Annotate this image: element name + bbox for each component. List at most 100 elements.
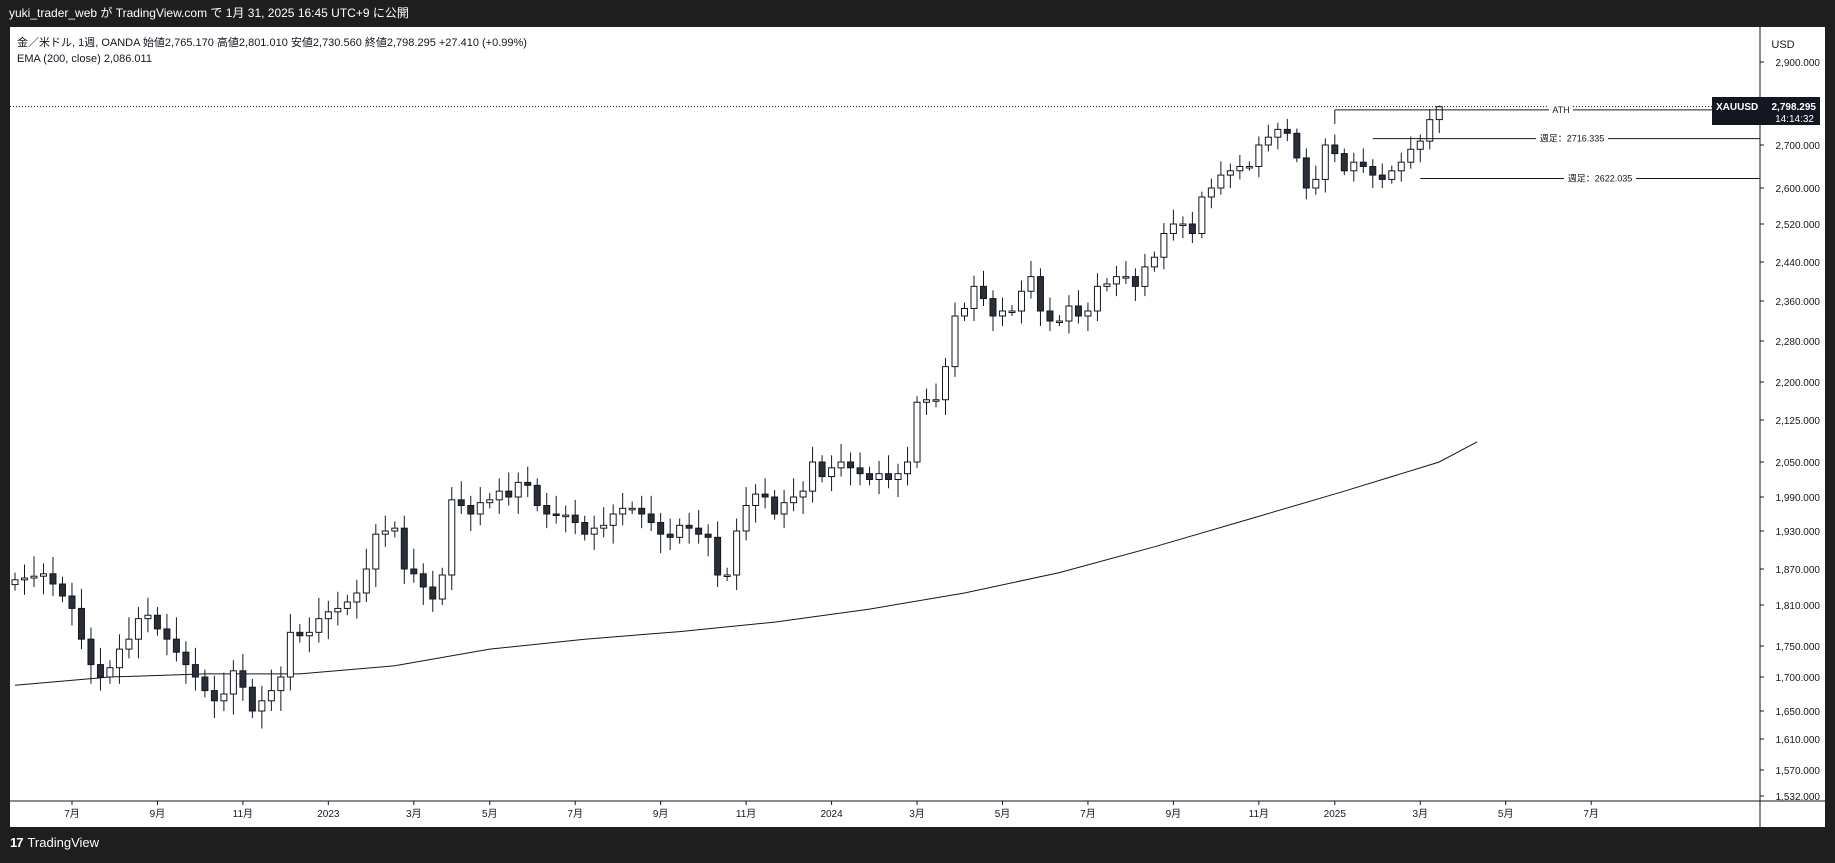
candle-body-down	[695, 527, 703, 535]
candle	[1255, 136, 1263, 178]
candle-body-up	[562, 514, 570, 518]
candle-body-up	[1255, 144, 1263, 167]
candle	[419, 563, 427, 605]
level-label-bg	[1536, 132, 1608, 145]
candle-body-down	[58, 583, 66, 597]
time-axis-label: 7月	[1080, 808, 1096, 820]
tradingview-logo-icon: 17	[10, 835, 24, 850]
candle	[1169, 209, 1177, 241]
candle-body-up	[277, 676, 285, 692]
candle	[1112, 265, 1120, 297]
candle	[410, 548, 418, 583]
candle	[619, 492, 627, 526]
price-axis: 1,532.000 1,570.000 1,610.000 1,650.000 1,70…	[1760, 58, 1820, 803]
candle-body-up	[220, 693, 228, 702]
candle-body-down	[638, 507, 646, 515]
candle	[1236, 154, 1244, 180]
candle	[1131, 268, 1139, 301]
candle	[20, 564, 28, 595]
time-axis-label: 2025	[1324, 809, 1347, 820]
candle-body-up	[258, 700, 266, 712]
candle-body-up	[1274, 128, 1282, 138]
candle	[761, 478, 769, 509]
candle	[866, 466, 874, 486]
candle-body-down	[163, 628, 171, 640]
time-axis-label: 5月	[482, 808, 498, 820]
candle-body-down	[989, 298, 997, 317]
time-axis-label: 7月	[1583, 808, 1599, 820]
candle	[115, 634, 123, 684]
candle-body-down	[1293, 132, 1301, 159]
candle-body-up	[11, 579, 19, 586]
candle-body-down	[979, 285, 987, 300]
ema-layer	[14, 441, 1478, 686]
candle-body-up	[609, 513, 617, 526]
candle-body-up	[514, 481, 522, 498]
candle-body-down	[1331, 144, 1339, 155]
candle	[106, 660, 114, 684]
candle-body-up	[1027, 276, 1035, 292]
time-axis-label: 9月	[653, 808, 669, 820]
candle-body-up	[1397, 161, 1405, 172]
candle-body-down	[657, 522, 665, 535]
candle-body-down	[49, 573, 57, 585]
candle	[229, 660, 237, 715]
candle-body-down	[761, 493, 769, 498]
candle	[1008, 305, 1016, 316]
candle-body-down	[543, 505, 551, 515]
ema-legend: EMA (200, close) 2,086.011	[17, 53, 152, 65]
price-axis-label: 2,360.000	[1776, 297, 1821, 308]
candle-body-up	[1198, 196, 1206, 234]
candle	[334, 591, 342, 626]
candle-body-up	[438, 574, 446, 600]
candle-body-down	[201, 676, 209, 692]
candle	[600, 507, 608, 538]
candle-body-down	[153, 614, 161, 630]
price-axis-label: 1,700.000	[1776, 673, 1821, 684]
candle-body-down	[210, 690, 218, 702]
candle	[286, 613, 294, 691]
candle-body-up	[600, 524, 608, 529]
candle-body-up	[733, 530, 741, 576]
candle	[1207, 178, 1215, 209]
candle	[628, 501, 636, 514]
candle-body-up	[305, 631, 313, 637]
candle-body-up	[1065, 305, 1073, 322]
candle	[514, 472, 522, 514]
candle-body-up	[1264, 136, 1272, 146]
candle-body-down	[505, 490, 513, 498]
candle-body-up	[334, 607, 342, 613]
candle	[1103, 278, 1111, 292]
candle-body-up	[1207, 187, 1215, 198]
tradingview-brand[interactable]: 17 TradingView	[10, 835, 99, 850]
candle	[856, 452, 864, 486]
price-tag-symbol: XAUUSD	[1716, 102, 1758, 113]
candle-body-up	[752, 493, 760, 507]
candle	[1264, 124, 1272, 152]
candle-body-up	[780, 502, 788, 515]
candle-body-down	[248, 686, 256, 712]
candle-body-up	[229, 670, 237, 695]
candle	[828, 455, 836, 492]
ohlc-legend: 金／米ドル, 1週, OANDA 始値2,765.170 高値2,801.010…	[17, 37, 527, 49]
candle	[780, 490, 788, 529]
candle-body-up	[1141, 266, 1149, 287]
candle	[1036, 268, 1044, 326]
candle	[998, 297, 1006, 326]
candle-body-up	[20, 577, 28, 581]
candle-body-up	[913, 401, 921, 463]
candle	[809, 446, 817, 503]
candle	[68, 582, 76, 626]
candle-body-up	[362, 568, 370, 594]
candle	[837, 444, 845, 477]
candle	[581, 515, 589, 541]
candle-body-down	[1188, 223, 1196, 234]
candle-body-up	[628, 507, 636, 511]
candle	[524, 466, 532, 497]
candle	[1397, 152, 1405, 182]
candle	[666, 518, 674, 550]
candle	[220, 672, 228, 711]
price-axis-label: 1,610.000	[1776, 735, 1821, 746]
candle	[1217, 161, 1225, 195]
